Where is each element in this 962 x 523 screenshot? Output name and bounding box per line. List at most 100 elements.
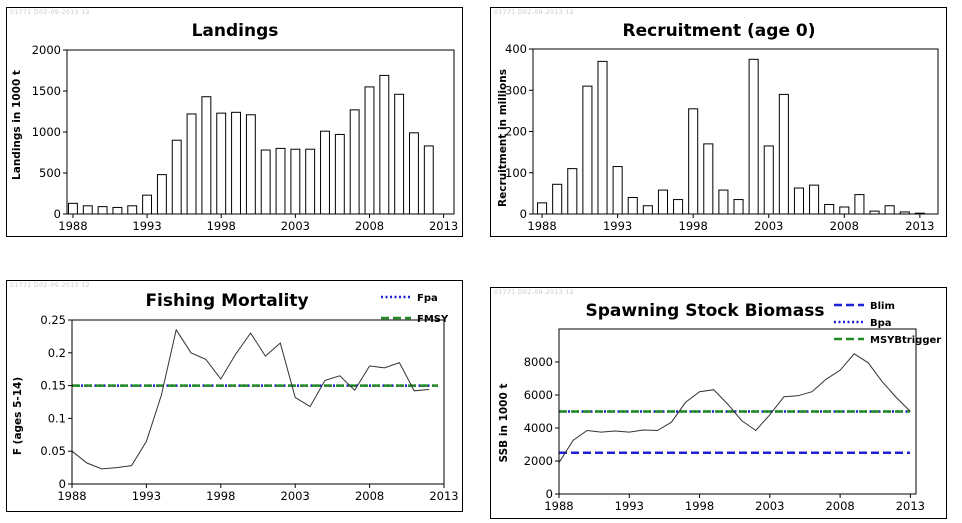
bar (320, 130, 330, 215)
panel-stamp: 01771 D02-09-2013 12 (10, 282, 91, 289)
y-tick-label: 500 (39, 166, 61, 180)
bar (778, 93, 789, 215)
y-tick-label: 200 (505, 125, 527, 139)
x-tick-label: 2013 (905, 219, 934, 233)
bar (567, 168, 578, 215)
x-tick-label: 2003 (281, 489, 310, 503)
landings-chart: Landings Landings in 1000 t 1988 1993 1998… (11, 21, 459, 233)
x-tick-label: 2008 (355, 219, 384, 233)
y-axis-label: Recruitment in millions (497, 69, 509, 207)
bar (627, 197, 638, 215)
bar (127, 205, 138, 215)
bar (112, 206, 123, 215)
bar (156, 174, 167, 215)
legend-label: MSYBtrigger (870, 335, 941, 346)
bar (612, 166, 623, 215)
plot-frame (532, 48, 939, 215)
bar (552, 183, 563, 215)
ssb-chart: Spawning Stock Biomass SSB in 1000 t 198… (498, 301, 941, 513)
plot-area: 1988 1993 1998 2003 2008 2013 0 500 1000 1500 2000 (32, 43, 459, 233)
x-tick-label: 2003 (281, 219, 310, 233)
y-tick-label: 2000 (524, 454, 553, 468)
bar (67, 202, 78, 215)
x-tick-label: 2013 (896, 499, 925, 513)
y-tick-label: 100 (505, 166, 527, 180)
bar (809, 184, 820, 215)
x-tick-label: 1998 (685, 499, 714, 513)
y-axis-label: F (ages 5-14) (12, 377, 24, 455)
x-tick-label: 1988 (57, 489, 86, 503)
bar (748, 58, 759, 215)
x-tick-label: 1993 (603, 219, 632, 233)
bar (582, 85, 593, 215)
x-tick-label: 1998 (207, 219, 236, 233)
x-tick-label: 2008 (825, 499, 854, 513)
bar (642, 205, 653, 215)
plot-area: 1988 1993 1998 2003 2008 2013 0 2000 4000 6000 800… (524, 328, 925, 513)
bar (763, 145, 774, 215)
bar (290, 148, 301, 215)
legend: Fpa FMSY (381, 293, 449, 325)
bar (245, 114, 256, 215)
plot-area: 1988 1993 1998 2003 2008 2013 0 0.05 0.1 0.15 0.2 0… (40, 313, 458, 503)
y-tick-label: 0.2 (48, 346, 66, 360)
bar (334, 133, 345, 215)
x-tick-label: 1993 (132, 489, 161, 503)
y-tick-label: 300 (505, 83, 527, 97)
y-tick-label: 4000 (524, 421, 553, 435)
bar (839, 206, 850, 215)
bar (231, 111, 241, 215)
x-tick-label: 1988 (544, 499, 573, 513)
bar (854, 194, 865, 215)
x-tick-label: 1988 (58, 219, 87, 233)
y-tick-label: 6000 (524, 388, 553, 402)
y-tick-label: 0.15 (40, 379, 66, 393)
bar (186, 113, 197, 215)
bar (82, 205, 93, 215)
bar (394, 93, 405, 215)
bar (824, 204, 835, 215)
bar (171, 139, 182, 215)
y-tick-label: 0 (520, 207, 527, 221)
bar (703, 143, 714, 215)
bar (673, 199, 684, 215)
y-tick-label: 0 (59, 477, 66, 491)
landings-panel: 01771 D02-09-2013 12 Landings Landings i… (6, 7, 463, 237)
y-tick-label: 2000 (32, 43, 61, 57)
legend-label: Blim (870, 301, 895, 312)
y-tick-label: 8000 (524, 355, 553, 369)
x-tick-label: 1993 (615, 499, 644, 513)
panel-stamp: 01771 D02-09-2013 12 (494, 289, 575, 296)
fishing-mortality-panel: 01771 D02-09-2013 12 Fishing Mortality F… (6, 280, 463, 512)
legend: Blim Bpa MSYBtrigger (834, 301, 941, 346)
chart-title: Spawning Stock Biomass (586, 301, 825, 321)
x-tick-label: 1988 (527, 219, 556, 233)
legend-label: Bpa (870, 318, 892, 329)
y-tick-label: 0.05 (40, 444, 66, 458)
bar (793, 187, 805, 215)
chart-title: Fishing Mortality (145, 291, 308, 311)
x-tick-label: 1993 (132, 219, 161, 233)
bar (142, 194, 153, 215)
y-tick-label: 1000 (32, 125, 61, 139)
plot-frame (558, 328, 917, 495)
y-tick-label: 1500 (32, 84, 61, 98)
x-tick-label: 2008 (830, 219, 859, 233)
series-line (71, 328, 430, 470)
x-tick-label: 2003 (754, 219, 783, 233)
y-tick-label: 0 (546, 487, 553, 501)
bar (597, 60, 608, 215)
x-tick-label: 1998 (206, 489, 235, 503)
panel-stamp: 01771 D02-09-2013 12 (10, 9, 91, 16)
x-tick-label: 1998 (679, 219, 708, 233)
bar (718, 189, 729, 215)
ssb-panel: 01771 D02-09-2013 12 Spawning Stock Biom… (490, 287, 947, 519)
plot-frame (71, 319, 445, 485)
panel-stamp: 01771 D02-09-2013 12 (494, 9, 575, 16)
x-tick-label: 2013 (429, 489, 458, 503)
legend-label: FMSY (417, 314, 449, 325)
recruitment-chart: Recruitment (age 0) Recruitment in milli… (497, 21, 939, 233)
bar (349, 109, 360, 215)
x-tick-label: 2003 (755, 499, 784, 513)
y-tick-label: 0.1 (48, 411, 66, 425)
